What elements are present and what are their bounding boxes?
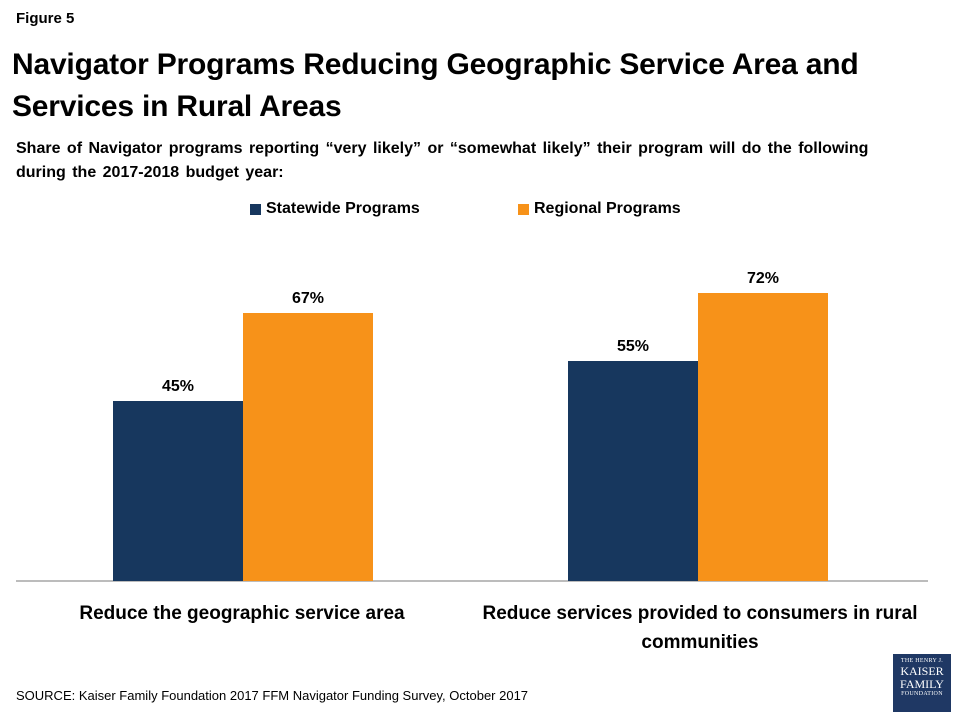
category-label-reduce-service-area: Reduce the geographic service area <box>79 603 405 624</box>
source-note: SOURCE: Kaiser Family Foundation 2017 FF… <box>16 688 529 703</box>
category-label-reduce-rural-services: Reduce services provided to consumers in… <box>482 603 918 653</box>
value-label-statewide-rural-services: 55% <box>617 338 649 355</box>
legend-swatch-statewide <box>250 203 261 215</box>
value-label-regional-service-area: 67% <box>292 290 324 307</box>
bar-statewide-rural-services <box>568 361 698 581</box>
value-label-statewide-service-area: 45% <box>162 378 194 395</box>
bars-group <box>113 293 828 581</box>
bar-statewide-service-area <box>113 401 243 581</box>
kff-logo: THE HENRY J. KAISER FAMILY FOUNDATION <box>893 654 951 712</box>
bar-regional-rural-services <box>698 293 828 581</box>
legend-item-statewide: Statewide Programs <box>250 200 420 218</box>
bar-regional-service-area <box>243 313 373 581</box>
figure-label: Figure 5 <box>16 10 75 27</box>
logo-line-3: FAMILY <box>900 677 944 691</box>
logo-line-4: FOUNDATION <box>901 691 943 697</box>
legend-label-regional: Regional Programs <box>534 200 681 217</box>
legend-swatch-regional <box>518 203 529 215</box>
legend-label-statewide: Statewide Programs <box>266 200 420 217</box>
legend-item-regional: Regional Programs <box>518 200 681 218</box>
logo-line-2: KAISER <box>900 664 944 678</box>
value-labels-group: 45% 67% 55% 72% <box>162 270 779 395</box>
logo-line-1: THE HENRY J. <box>900 658 944 664</box>
value-label-regional-rural-services: 72% <box>747 270 779 287</box>
chart-title: Navigator Programs Reducing Geographic S… <box>12 48 859 123</box>
chart-subtitle: Share of Navigator programs reporting “v… <box>16 140 869 181</box>
